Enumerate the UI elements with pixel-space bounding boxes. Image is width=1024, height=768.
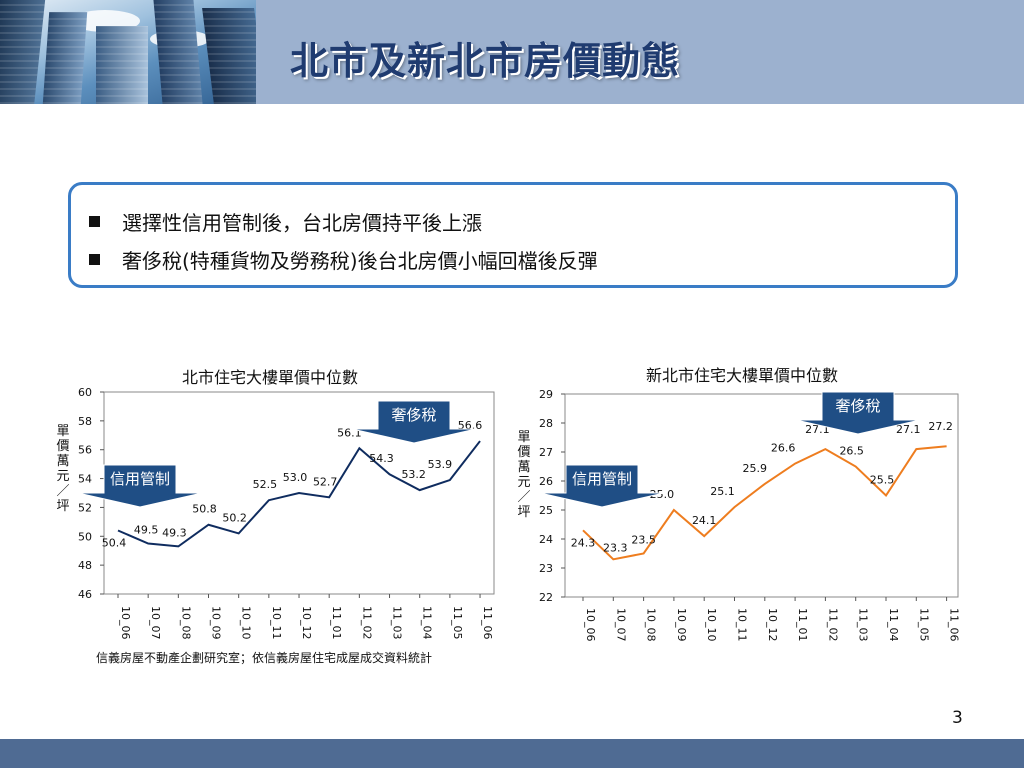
- data-label: 27.1: [896, 423, 921, 436]
- chart-title-taipei: 北市住宅大樓單價中位數: [182, 368, 359, 387]
- x-tick-label: 10_06: [119, 606, 132, 640]
- bullet-item: 奢侈稅(特種貨物及勞務稅)後台北房價小幅回檔後反彈: [89, 245, 598, 274]
- bullet-text: 選擇性信用管制後，台北房價持平後上漲: [122, 211, 482, 235]
- x-tick-label: 10_07: [149, 606, 162, 640]
- data-label: 52.5: [253, 478, 278, 491]
- y-tick-label: 46: [78, 588, 92, 601]
- x-tick-label: 10_12: [766, 608, 779, 642]
- y-axis-label-taipei: 單價萬元／坪: [56, 424, 70, 514]
- slide-title: 北市及新北市房價動態: [290, 39, 681, 83]
- bullet-item: 選擇性信用管制後，台北房價持平後上漲: [89, 207, 482, 236]
- source-note: 信義房屋不動產企劃研究室；依信義房屋住宅成屋成交資料統計: [96, 651, 433, 665]
- data-label: 26.5: [839, 445, 864, 458]
- data-label: 50.2: [222, 511, 247, 524]
- x-tick-label: 11_06: [481, 606, 494, 640]
- chart-title-newtaipei: 新北市住宅大樓單價中位數: [646, 366, 839, 385]
- data-label: 53.9: [428, 458, 453, 471]
- x-tick-label: 11_01: [330, 606, 343, 640]
- data-label: 49.5: [134, 524, 159, 537]
- bullet-square-icon: [89, 216, 100, 227]
- series-line: [117, 440, 481, 548]
- y-axis-label-newtaipei: 單價萬元／坪: [517, 430, 531, 520]
- credit-control-callout-label: 信用管制: [110, 470, 170, 488]
- y-tick-label: 23: [539, 562, 553, 575]
- data-label: 23.3: [603, 541, 628, 554]
- y-tick-label: 22: [539, 591, 553, 604]
- bullet-text: 奢侈稅(特種貨物及勞務稅)後台北房價小幅回檔後反彈: [122, 249, 598, 273]
- series-line: [582, 445, 947, 561]
- luxury-tax-callout: [351, 400, 477, 444]
- data-label: 25.1: [710, 485, 735, 498]
- bullet-square-icon: [89, 254, 100, 265]
- x-tick-label: 10_09: [210, 606, 223, 640]
- y-tick-label: 50: [78, 530, 92, 543]
- x-tick-label: 11_06: [948, 608, 961, 642]
- footer-band: [0, 739, 1024, 768]
- data-label: 25.9: [743, 462, 768, 475]
- x-tick-label: 10_08: [179, 606, 192, 640]
- x-tick-label: 10_09: [675, 608, 688, 642]
- data-label: 50.8: [192, 503, 217, 516]
- y-tick-label: 27: [539, 446, 553, 459]
- x-tick-label: 10_11: [736, 608, 749, 642]
- data-label: 27.2: [928, 420, 953, 433]
- bullet-box: 選擇性信用管制後，台北房價持平後上漲 奢侈稅(特種貨物及勞務稅)後台北房價小幅回…: [68, 182, 958, 288]
- x-tick-label: 11_02: [826, 608, 839, 642]
- x-tick-label: 11_03: [857, 608, 870, 642]
- data-label: 49.3: [162, 526, 187, 539]
- luxury-tax-callout: [795, 391, 921, 435]
- y-tick-label: 48: [78, 559, 92, 572]
- y-tick-label: 54: [78, 473, 92, 486]
- x-tick-label: 11_03: [391, 606, 404, 640]
- y-tick-label: 25: [539, 504, 553, 517]
- credit-control-callout: [539, 464, 665, 508]
- y-tick-label: 26: [539, 475, 553, 488]
- header-city-image: [0, 0, 256, 104]
- x-tick-label: 10_10: [240, 606, 253, 640]
- x-tick-label: 10_12: [300, 606, 313, 640]
- y-tick-label: 60: [78, 386, 92, 399]
- y-tick-label: 29: [539, 388, 553, 401]
- credit-control-callout: [77, 464, 203, 508]
- data-label: 24.1: [692, 514, 717, 527]
- data-label: 26.6: [771, 442, 796, 455]
- x-tick-label: 11_02: [360, 606, 373, 640]
- y-tick-label: 56: [78, 444, 92, 457]
- x-tick-label: 11_04: [887, 608, 900, 642]
- data-label: 23.5: [631, 534, 656, 547]
- y-tick-label: 24: [539, 533, 553, 546]
- x-tick-label: 10_10: [705, 608, 718, 642]
- data-label: 53.0: [283, 471, 308, 484]
- data-label: 53.2: [401, 468, 426, 481]
- luxury-tax-callout-label: 奢侈稅: [391, 406, 436, 424]
- x-tick-label: 10_08: [645, 608, 658, 642]
- data-label: 54.3: [369, 452, 394, 465]
- x-tick-label: 10_11: [270, 606, 283, 640]
- data-label: 25.5: [870, 474, 895, 487]
- y-tick-label: 58: [78, 415, 92, 428]
- x-tick-label: 11_05: [451, 606, 464, 640]
- data-label: 52.7: [313, 475, 338, 488]
- x-tick-label: 11_05: [917, 608, 930, 642]
- x-tick-label: 10_07: [614, 608, 627, 642]
- y-tick-label: 28: [539, 417, 553, 430]
- data-label: 50.4: [102, 537, 127, 550]
- page-number: 3: [952, 708, 963, 728]
- x-tick-label: 10_06: [584, 608, 597, 642]
- luxury-tax-callout-label: 奢侈稅: [835, 397, 880, 415]
- x-tick-label: 11_04: [421, 606, 434, 640]
- data-label: 24.3: [571, 536, 596, 549]
- data-label: 25.0: [650, 488, 675, 501]
- data-label: 56.1: [337, 426, 362, 439]
- y-tick-label: 52: [78, 501, 92, 514]
- credit-control-callout-label: 信用管制: [572, 470, 632, 488]
- x-tick-label: 11_01: [796, 608, 809, 642]
